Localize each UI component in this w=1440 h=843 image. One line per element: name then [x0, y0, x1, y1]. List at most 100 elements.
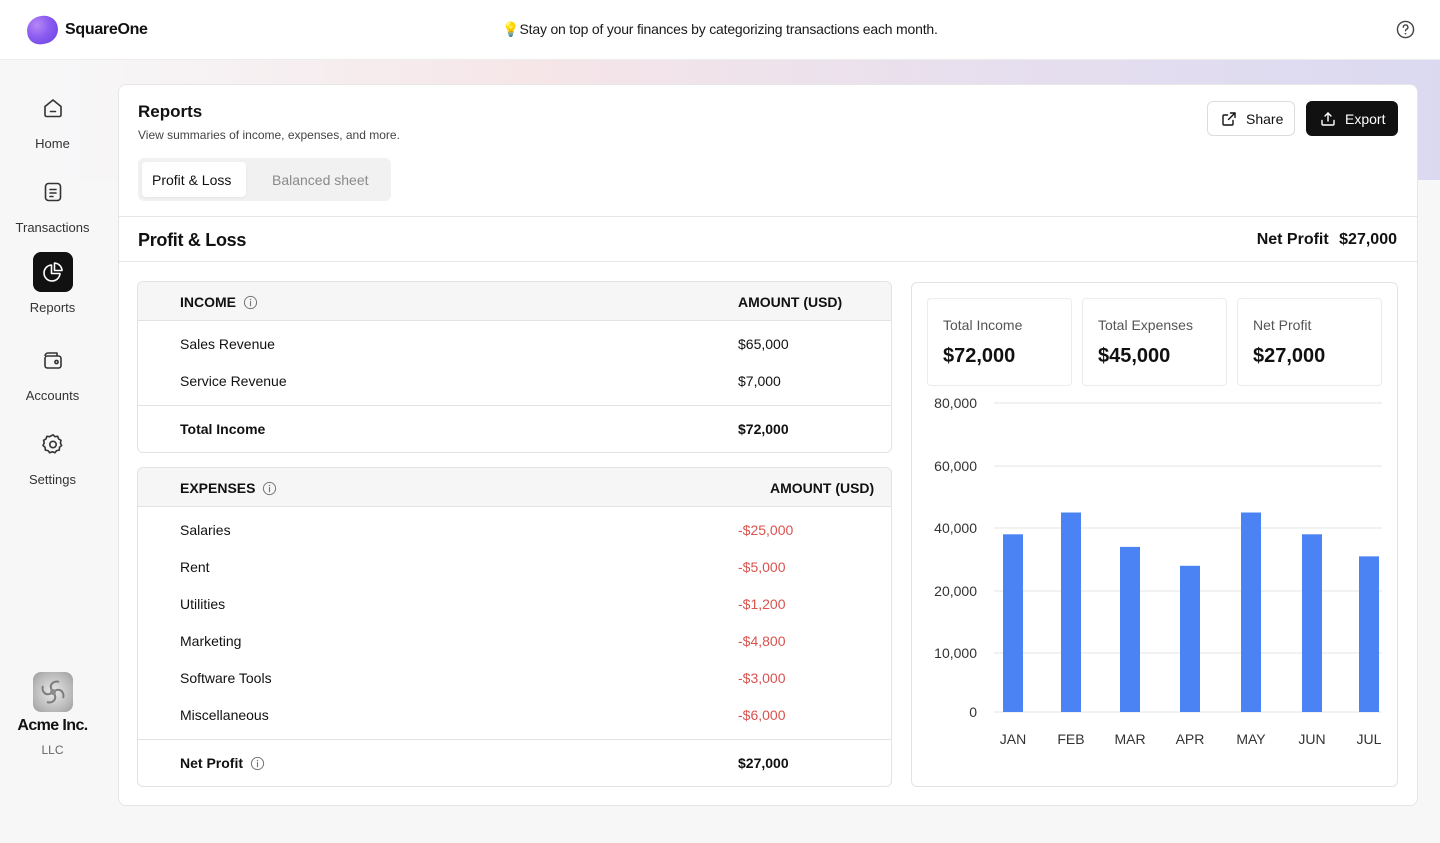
- page-title: Reports: [138, 102, 203, 121]
- row-amount: -$3,000: [738, 670, 786, 686]
- total-income-label: Total Income: [180, 421, 266, 437]
- stat-label: Total Income: [943, 317, 1023, 333]
- bar-jan: [1003, 534, 1023, 712]
- table-row: Miscellaneous -$6,000: [138, 697, 891, 734]
- stat-label: Net Profit: [1253, 317, 1312, 333]
- info-icon[interactable]: [243, 295, 258, 310]
- sidebar-item-reports[interactable]: Reports: [0, 252, 105, 324]
- table-row: Service Revenue $7,000: [138, 363, 891, 400]
- row-label: Sales Revenue: [180, 336, 275, 352]
- bar-jun: [1302, 534, 1322, 712]
- summary-panel: Total Income $72,000 Total Expenses $45,…: [911, 282, 1398, 787]
- row-label: Rent: [180, 559, 210, 575]
- sidebar-item-label: Settings: [29, 472, 76, 487]
- monthly-bar-chart: 80,000 60,000 40,000 20,000 10,000 0 JAN FEB MAR…: [934, 395, 1382, 747]
- bar-feb: [1061, 512, 1081, 712]
- row-label: Software Tools: [180, 670, 272, 686]
- row-amount: -$25,000: [738, 522, 794, 538]
- net-profit-value: $27,000: [1339, 231, 1397, 248]
- pie-chart-icon: [33, 252, 73, 292]
- share-icon: [1222, 111, 1236, 126]
- x-tick-label: MAY: [1236, 731, 1266, 747]
- expenses-header: EXPENSES: [180, 480, 277, 496]
- sidebar-item-home[interactable]: Home: [0, 88, 105, 160]
- sidebar-item-settings[interactable]: Settings: [0, 424, 105, 496]
- x-tick-label: MAR: [1114, 731, 1145, 747]
- expenses-table: EXPENSES AMOUNT (USD) Salaries -$25,000 …: [137, 467, 892, 787]
- bar-mar: [1120, 546, 1140, 712]
- org-avatar[interactable]: [33, 672, 73, 712]
- help-icon[interactable]: [1396, 20, 1415, 39]
- sidebar-item-label: Accounts: [25, 388, 80, 403]
- bar-apr: [1180, 565, 1200, 712]
- divider: [119, 216, 1417, 217]
- receipt-icon: [33, 172, 73, 212]
- row-label: Service Revenue: [180, 373, 287, 389]
- amount-header: AMOUNT (USD): [770, 480, 875, 496]
- stat-value: $27,000: [1253, 345, 1326, 367]
- section-title: Profit & Loss: [138, 230, 247, 250]
- income-header-label: INCOME: [180, 294, 236, 310]
- row-label: Miscellaneous: [180, 707, 269, 723]
- net-profit-label: Net Profit: [1256, 231, 1329, 248]
- home-icon: [33, 88, 73, 128]
- sidebar-item-label: Reports: [29, 300, 76, 315]
- tab-profit-loss[interactable]: Profit & Loss: [142, 162, 246, 197]
- gear-icon: [33, 424, 73, 464]
- y-tick-label: 40,000: [934, 520, 977, 536]
- row-label: Salaries: [180, 522, 231, 538]
- sidebar-item-label: Transactions: [15, 220, 90, 235]
- stat-total-income: Total Income $72,000: [927, 298, 1072, 386]
- brand-name[interactable]: SquareOne: [65, 21, 148, 38]
- org-name: Acme Inc.: [17, 717, 88, 734]
- top-bar: SquareOne 💡Stay on top of your finances …: [0, 0, 1440, 60]
- y-tick-label: 20,000: [934, 583, 977, 599]
- row-amount: -$5,000: [738, 559, 786, 575]
- sidebar-item-accounts[interactable]: Accounts: [0, 340, 105, 412]
- info-icon[interactable]: [262, 481, 277, 496]
- divider: [119, 261, 1417, 262]
- bar-may: [1241, 512, 1261, 712]
- org-type: LLC: [41, 743, 64, 757]
- row-label: Utilities: [180, 596, 226, 612]
- row-amount: -$6,000: [738, 707, 786, 723]
- page-subtitle: View summaries of income, expenses, and …: [138, 128, 400, 142]
- expenses-header-label: EXPENSES: [180, 480, 256, 496]
- income-table: INCOME AMOUNT (USD) Sales Revenue $65,00…: [137, 281, 892, 453]
- tab-balanced-sheet[interactable]: Balanced sheet: [272, 171, 369, 188]
- x-tick-label: JUN: [1298, 731, 1325, 747]
- reports-card: Reports View summaries of income, expens…: [118, 84, 1418, 806]
- stat-value: $72,000: [943, 345, 1016, 367]
- row-amount: $65,000: [738, 336, 789, 352]
- net-profit-footer-label: Net Profit: [180, 755, 243, 771]
- row-amount: -$1,200: [738, 596, 786, 612]
- report-tabs: Profit & Loss Balanced sheet: [138, 158, 391, 201]
- stat-label: Total Expenses: [1098, 317, 1193, 333]
- table-row: Utilities -$1,200: [138, 586, 891, 623]
- table-row: Software Tools -$3,000: [138, 660, 891, 697]
- upload-icon: [1321, 111, 1335, 126]
- row-amount: -$4,800: [738, 633, 786, 649]
- sidebar-item-label: Home: [35, 136, 70, 151]
- x-tick-label: FEB: [1057, 731, 1084, 747]
- amount-header: AMOUNT (USD): [738, 294, 843, 310]
- net-profit-footer-value: $27,000: [738, 755, 789, 771]
- wallet-icon: [33, 340, 73, 380]
- export-label: Export: [1345, 110, 1386, 127]
- table-header: INCOME AMOUNT (USD): [138, 282, 891, 321]
- stat-value: $45,000: [1098, 345, 1171, 367]
- x-tick-label: JAN: [1000, 731, 1026, 747]
- y-tick-label: 60,000: [934, 458, 977, 474]
- table-row: Marketing -$4,800: [138, 623, 891, 660]
- table-footer: Total Income $72,000: [138, 405, 891, 452]
- share-button[interactable]: Share: [1207, 101, 1295, 136]
- row-amount: $7,000: [738, 373, 781, 389]
- stat-net-profit: Net Profit $27,000: [1237, 298, 1382, 386]
- y-tick-label: 80,000: [934, 395, 977, 411]
- info-icon[interactable]: [250, 756, 265, 771]
- total-income-value: $72,000: [738, 421, 789, 437]
- sidebar-item-transactions[interactable]: Transactions: [0, 172, 105, 244]
- x-tick-label: APR: [1176, 731, 1205, 747]
- tip-banner: 💡Stay on top of your finances by categor…: [502, 21, 938, 37]
- export-button[interactable]: Export: [1306, 101, 1398, 136]
